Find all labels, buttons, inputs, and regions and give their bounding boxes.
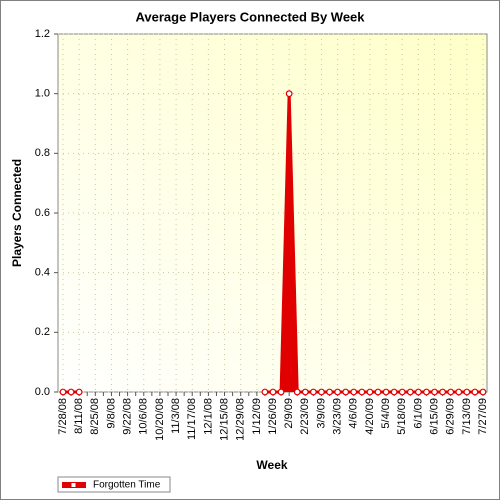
legend-label: Forgotten Time: [93, 480, 161, 491]
x-tick-label: 2/23/09: [299, 398, 311, 435]
x-tick-label: 11/3/08: [170, 398, 182, 434]
marker: [326, 388, 333, 396]
x-tick-label: 2/9/09: [283, 398, 295, 429]
marker: [374, 388, 382, 396]
marker: [439, 388, 447, 396]
x-tick-label: 8/11/08: [73, 398, 85, 434]
marker: [423, 388, 430, 396]
x-tick-label: 4/20/09: [364, 398, 376, 435]
x-tick-label: 1/26/09: [267, 398, 279, 435]
x-tick-label: 5/4/09: [380, 398, 392, 429]
marker: [382, 388, 390, 396]
marker: [398, 388, 406, 396]
y-tick-label: 0.0: [35, 386, 50, 398]
marker: [358, 388, 366, 396]
x-tick-label: 8/25/08: [89, 398, 101, 435]
marker: [431, 388, 438, 396]
marker: [455, 388, 463, 396]
x-tick-label: 1/12/09: [251, 398, 263, 435]
marker: [75, 388, 83, 396]
marker: [59, 388, 67, 396]
x-tick-label: 6/29/09: [445, 398, 457, 435]
x-tick-label: 7/27/09: [477, 398, 489, 435]
x-tick-label: 12/29/08: [235, 398, 247, 441]
marker: [447, 388, 455, 396]
x-tick-label: 9/22/08: [122, 398, 134, 435]
y-tick-label: 0.4: [35, 267, 50, 279]
x-tick-label: 6/15/09: [428, 398, 440, 435]
marker: [334, 388, 342, 396]
y-tick-label: 0.2: [35, 326, 50, 338]
marker: [67, 388, 75, 396]
x-tick-label: 7/13/09: [461, 398, 473, 435]
marker: [309, 388, 317, 396]
y-tick-label: 0.8: [35, 147, 50, 159]
x-tick-label: 3/23/09: [332, 398, 344, 435]
plot-area: [57, 33, 488, 393]
marker: [285, 90, 293, 98]
x-tick-label: 7/28/08: [57, 398, 69, 435]
x-tick-label: 12/15/08: [218, 398, 230, 441]
y-axis-label: Players Connected: [10, 159, 24, 267]
x-tick-label: 10/20/08: [154, 398, 166, 441]
marker: [390, 388, 398, 396]
marker: [471, 388, 479, 396]
marker: [301, 388, 309, 396]
marker: [318, 388, 325, 396]
marker: [463, 388, 471, 396]
marker: [277, 388, 285, 396]
marker: [366, 388, 374, 396]
y-tick-label: 1.2: [35, 28, 50, 40]
x-tick-label: 3/9/09: [315, 398, 327, 429]
chart-title: Average Players Connected By Week: [135, 9, 365, 24]
legend: [57, 476, 171, 493]
x-tick-label: 10/6/08: [138, 398, 150, 435]
y-tick-label: 1.0: [35, 88, 50, 100]
marker: [342, 388, 350, 396]
y-tick-label: 0.6: [35, 207, 50, 219]
x-tick-label: 4/6/09: [348, 398, 360, 429]
marker: [406, 388, 414, 396]
marker: [293, 388, 301, 396]
x-tick-label: 5/18/09: [396, 398, 408, 435]
legend-swatch-marker: [70, 482, 77, 488]
marker: [479, 388, 487, 396]
x-tick-label: 6/1/09: [412, 398, 424, 429]
area: [264, 93, 483, 393]
x-axis-label: Week: [256, 458, 287, 472]
marker: [261, 388, 269, 396]
x-tick-label: 11/17/08: [186, 398, 198, 440]
marker: [414, 388, 422, 396]
marker: [350, 388, 358, 396]
x-tick-label: 9/8/08: [105, 398, 117, 429]
marker: [269, 388, 277, 396]
line: [264, 93, 483, 394]
x-tick-label: 12/1/08: [202, 398, 214, 435]
